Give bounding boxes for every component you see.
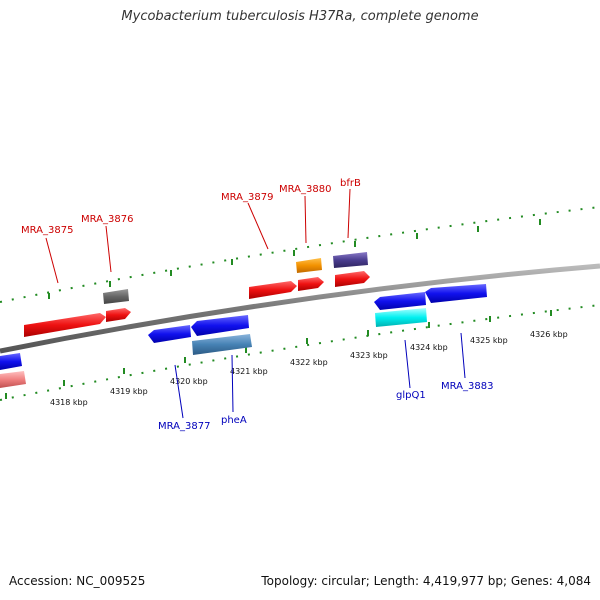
gene-glpq1-lower[interactable] xyxy=(375,308,427,327)
leader-glpq1 xyxy=(404,339,411,389)
scale-label-4325: 4325 kbp xyxy=(470,336,508,345)
label-mra-3883: MRA_3883 xyxy=(441,381,493,392)
label-mra-3877: MRA_3877 xyxy=(158,421,210,432)
leader-mra-3880 xyxy=(304,195,307,244)
gene-mra-3875[interactable] xyxy=(24,313,106,337)
leader-phea xyxy=(231,354,234,413)
leader-mra-3883 xyxy=(460,332,466,379)
label-mra-3876: MRA_3876 xyxy=(81,214,133,225)
scale-label-4326: 4326 kbp xyxy=(530,330,568,339)
gene-glpq1[interactable] xyxy=(374,292,426,310)
genome-stats-label: Topology: circular; Length: 4,419,977 bp… xyxy=(261,574,591,588)
scale-label-4323: 4323 kbp xyxy=(350,351,388,360)
gene-bfrb[interactable] xyxy=(335,271,370,287)
gene-mra-3876-upper[interactable] xyxy=(103,289,129,304)
reverse-major-ticks xyxy=(5,310,552,399)
scale-label-4321: 4321 kbp xyxy=(230,367,268,376)
leader-mra-3877 xyxy=(174,364,184,419)
map-title: Mycobacterium tuberculosis H37Ra, comple… xyxy=(121,9,479,24)
gene-mra-3880-upper[interactable] xyxy=(296,258,322,273)
scale-label-4324: 4324 kbp xyxy=(410,343,448,352)
gene-phea[interactable] xyxy=(191,315,249,336)
leader-bfrb xyxy=(347,188,351,239)
leader-mra-3879 xyxy=(247,202,269,250)
gene-mra-3880[interactable] xyxy=(298,277,324,291)
scale-label-4320: 4320 kbp xyxy=(170,377,208,386)
gene-mra-3879[interactable] xyxy=(249,281,297,299)
label-mra-3875: MRA_3875 xyxy=(21,225,73,236)
gene-mra-3883[interactable] xyxy=(425,284,487,303)
scale-label-4318: 4318 kbp xyxy=(50,398,88,407)
accession-label: Accession: NC_009525 xyxy=(9,574,146,588)
label-phea: pheA xyxy=(221,415,247,426)
gene-left-edge[interactable] xyxy=(0,353,22,370)
forward-tick-track xyxy=(0,206,600,303)
gene-mra-3876[interactable] xyxy=(106,308,131,322)
gene-bfrb-upper[interactable] xyxy=(333,252,368,268)
gene-left-edge-lower[interactable] xyxy=(0,371,26,388)
leader-mra-3876 xyxy=(105,225,112,273)
gene-phea-lower[interactable] xyxy=(192,334,252,355)
label-mra-3879: MRA_3879 xyxy=(221,192,273,203)
label-bfrb: bfrB xyxy=(340,178,361,189)
leader-mra-3875 xyxy=(45,237,59,284)
label-glpq1: glpQ1 xyxy=(396,390,426,401)
genome-backbone xyxy=(0,263,600,354)
scale-label-4319: 4319 kbp xyxy=(110,387,148,396)
gene-mra-3877[interactable] xyxy=(148,325,191,343)
scale-label-4322: 4322 kbp xyxy=(290,358,328,367)
label-mra-3880: MRA_3880 xyxy=(279,184,331,195)
forward-major-ticks xyxy=(48,219,541,299)
reverse-tick-track xyxy=(0,304,600,401)
